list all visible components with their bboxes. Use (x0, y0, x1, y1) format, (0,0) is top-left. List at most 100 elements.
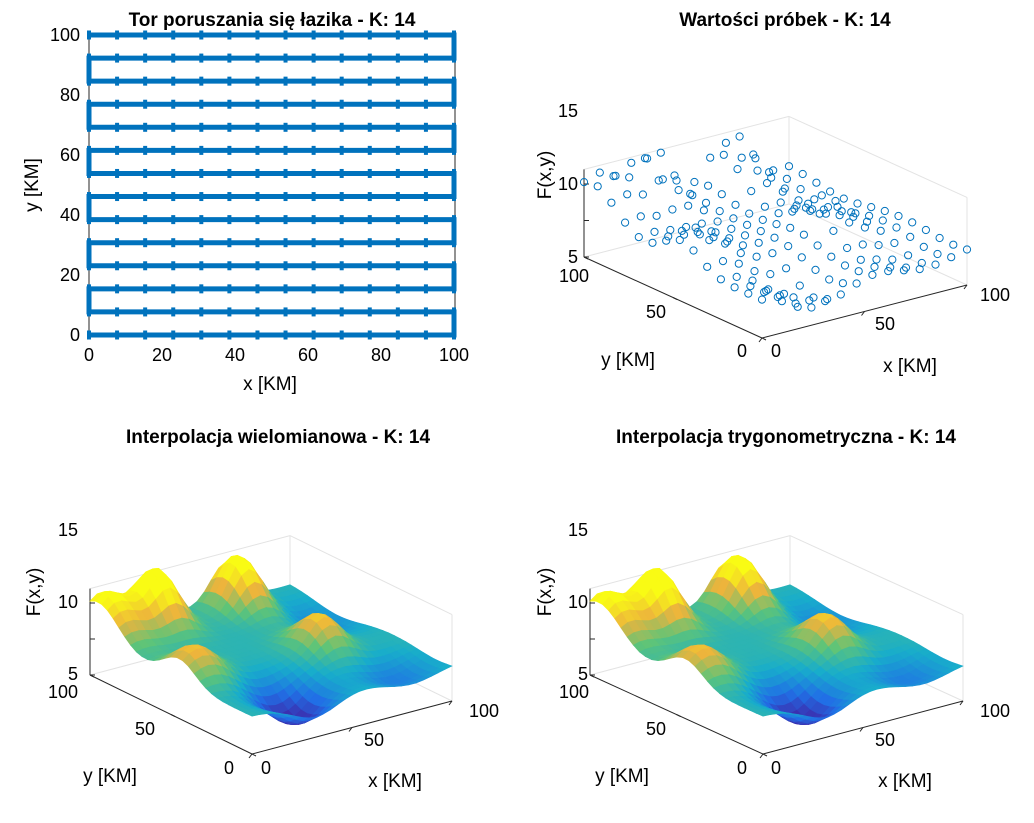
rover-path-sample-mark (87, 122, 91, 132)
rover-path-sample-mark (367, 284, 372, 294)
rover-path-sample-mark (199, 330, 204, 340)
sample-point (607, 198, 616, 207)
sample-point (716, 275, 726, 284)
rover-path-sample-mark (115, 215, 120, 225)
sample-point (623, 190, 632, 199)
rover-path-sample-mark (452, 238, 456, 248)
rover-path-axes-box (88, 34, 456, 336)
sample-point (682, 222, 691, 232)
rover-path-sample-mark (255, 53, 260, 63)
rover-path-sample-mark (171, 53, 176, 63)
rover-path-sample-mark (227, 122, 232, 132)
sample-point (826, 187, 835, 196)
rover-path-sample-mark (227, 76, 232, 86)
x-tick-label: 0 (771, 341, 781, 361)
rover-path-sample-mark (227, 284, 232, 294)
sample-point (719, 150, 728, 159)
rover-path-sample-mark (87, 307, 91, 317)
rover-path-sample-mark (171, 261, 176, 271)
rover-path-sample-mark (283, 192, 288, 202)
z-tick-label: 15 (558, 101, 578, 121)
sample-point (908, 218, 917, 227)
sample-point (919, 242, 928, 251)
polynomial-xlabel: x [KM] (368, 771, 422, 792)
rover-path-sample-mark (115, 30, 120, 40)
sample-point (717, 190, 726, 199)
rover-path-sample-mark (339, 261, 344, 271)
sample-point (874, 241, 883, 250)
x-tick-label: 0 (771, 758, 781, 778)
rover-path-sample-mark (423, 215, 428, 225)
rover-path-sample-mark (255, 122, 260, 132)
sample-point (743, 220, 752, 229)
sample-point (762, 286, 771, 295)
sample-point (794, 196, 803, 205)
sample-point (762, 179, 772, 188)
sample-point (917, 258, 926, 268)
rover-path-sample-mark (255, 261, 260, 271)
rover-path-sample-mark (452, 168, 456, 178)
sample-point (745, 209, 754, 218)
y-tick-label: 0 (737, 341, 747, 361)
rover-path-sample-mark (367, 53, 372, 63)
rover-path-sample-mark (255, 238, 260, 248)
sample-point (797, 253, 806, 262)
sample-point (752, 252, 761, 261)
y-tick-mark (762, 753, 768, 757)
sample-point (796, 185, 805, 194)
trigonometric-surface (589, 554, 964, 726)
rover-path-sample-mark (367, 330, 372, 340)
rover-path-sample-mark (283, 53, 288, 63)
sample-point (884, 267, 893, 276)
rover-path-sample-mark (255, 192, 260, 202)
sample-point (835, 211, 844, 220)
rover-path-sample-mark (339, 53, 344, 63)
sample-point (921, 225, 931, 235)
sample-point (770, 233, 779, 242)
rover-path-sample-mark (199, 99, 204, 109)
sample-point (734, 259, 743, 268)
x-tick-mark (758, 337, 763, 343)
sample-point (721, 239, 730, 248)
rover-path-sample-mark (255, 145, 260, 155)
sample-point (776, 198, 785, 207)
rover-path-sample-mark (311, 284, 316, 294)
sample-point (847, 208, 856, 217)
sample-point (772, 220, 781, 229)
rover-path-sample-mark (143, 284, 148, 294)
rover-path-sample-mark (171, 238, 176, 248)
rover-path-line (86, 30, 457, 340)
sample-point (807, 303, 816, 312)
rover-path-sample-mark (255, 215, 260, 225)
surface-patch (948, 663, 964, 670)
x-tick-mark (861, 311, 865, 316)
sample-point (833, 202, 842, 211)
sample-point (784, 162, 794, 171)
rover-path-sample-mark (395, 145, 400, 155)
sample-point (713, 217, 722, 226)
sample-point (823, 295, 832, 304)
rover-path-sample-mark (367, 76, 372, 86)
sample-point (706, 153, 715, 162)
sample-point (721, 138, 731, 147)
rover-path-sample-mark (311, 192, 316, 202)
rover-path-sample-mark (311, 30, 316, 40)
trigonometric-xlabel: x [KM] (878, 771, 932, 792)
sample-point (853, 199, 862, 208)
rover-path-sample-mark (395, 99, 400, 109)
sample-point (782, 174, 792, 183)
rover-path-sample-mark (115, 76, 120, 86)
z-tick-label: 10 (558, 174, 578, 194)
rover-path-sample-mark (452, 284, 456, 294)
z-tick-label: 5 (68, 664, 78, 684)
sample-point (775, 291, 784, 300)
rover-path-sample-mark (199, 145, 204, 155)
sample-point (733, 165, 742, 174)
rover-path-sample-mark (367, 238, 372, 248)
sample-point (805, 296, 814, 305)
sample-point (634, 233, 643, 242)
sample-point (839, 194, 848, 203)
x-tick-label: 50 (875, 730, 895, 750)
sample-point (799, 230, 809, 239)
